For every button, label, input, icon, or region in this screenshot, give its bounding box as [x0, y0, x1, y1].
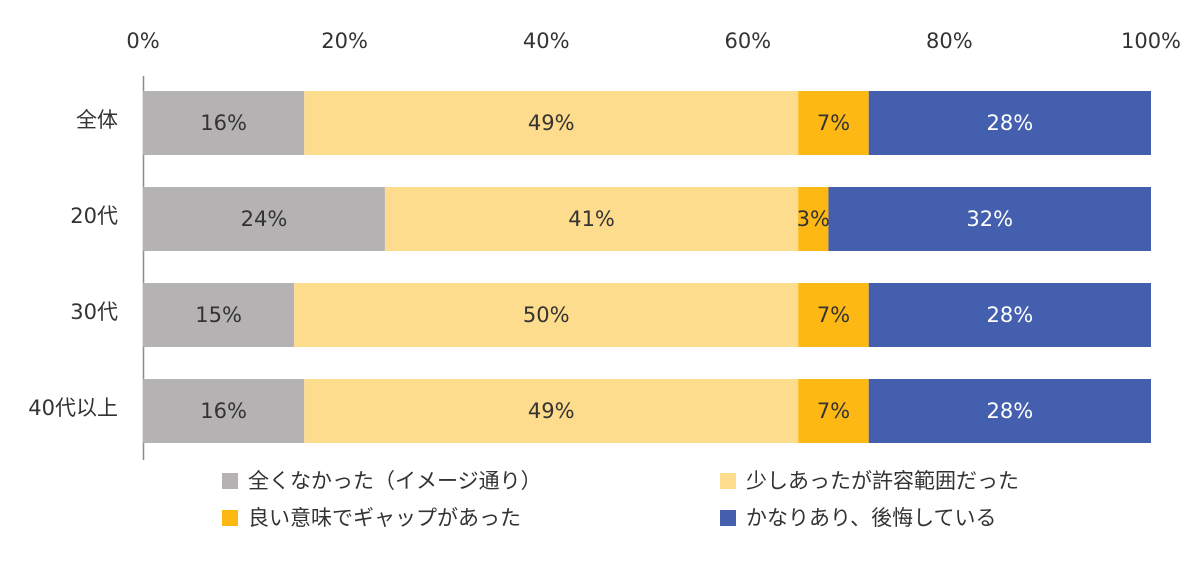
- data-label: 7%: [817, 399, 850, 423]
- data-label: 49%: [528, 399, 575, 423]
- bar-segment: [868, 283, 1151, 347]
- bar-segment: [384, 187, 799, 251]
- bar-segment: [798, 91, 869, 155]
- bar-segment: [828, 187, 1151, 251]
- bar-segment: [304, 379, 799, 443]
- bar-segment: [868, 379, 1151, 443]
- bar-segment: [304, 91, 799, 155]
- bar-row: 16% 49% 7% 28%: [143, 379, 1151, 443]
- legend-swatch: [222, 510, 238, 526]
- data-label: 49%: [528, 111, 575, 135]
- legend-label: 良い意味でギャップがあった: [248, 506, 521, 530]
- data-label: 28%: [987, 303, 1034, 327]
- x-tick-label: 80%: [926, 29, 973, 53]
- legend-item: かなりあり、後悔している: [720, 506, 997, 530]
- data-label: 28%: [987, 111, 1034, 135]
- legend-item: 少しあったが許容範囲だった: [720, 469, 1019, 493]
- legend-swatch: [222, 473, 238, 489]
- legend-item: 全くなかった（イメージ通り）: [222, 469, 542, 493]
- legend-label: 少しあったが許容範囲だった: [746, 469, 1019, 493]
- legend-label: かなりあり、後悔している: [746, 506, 997, 530]
- legend-label: 全くなかった（イメージ通り）: [248, 469, 542, 493]
- bar-segment: [798, 283, 869, 347]
- bar-segment: [798, 379, 869, 443]
- bar-row: 24% 41% 3% 32%: [143, 187, 1151, 251]
- x-tick-label: 20%: [321, 29, 368, 53]
- data-label: 16%: [200, 399, 247, 423]
- data-label: 7%: [817, 303, 850, 327]
- data-label: 3%: [797, 207, 830, 231]
- bars: 16% 49% 7% 28% 24% 41% 3% 32% 15% 50% 7% 28% 16% 49% 7…: [143, 91, 1151, 443]
- x-tick-label: 40%: [523, 29, 570, 53]
- data-label: 24%: [241, 207, 288, 231]
- data-label: 50%: [523, 303, 570, 327]
- bar-row: 16% 49% 7% 28%: [143, 91, 1151, 155]
- category-label: 30代: [70, 300, 118, 324]
- data-label: 32%: [966, 207, 1013, 231]
- x-axis-ticks: 0% 20% 40% 60% 80% 100%: [126, 29, 1181, 53]
- category-label: 40代以上: [28, 396, 118, 420]
- x-tick-label: 0%: [126, 29, 159, 53]
- category-label: 20代: [70, 204, 118, 228]
- bar-segment: [294, 283, 799, 347]
- data-label: 16%: [200, 111, 247, 135]
- data-label: 28%: [987, 399, 1034, 423]
- bar-segment: [143, 91, 305, 155]
- bar-segment: [143, 283, 295, 347]
- data-label: 41%: [568, 207, 615, 231]
- bar-segment: [798, 187, 829, 251]
- legend-swatch: [720, 473, 736, 489]
- data-label: 15%: [195, 303, 242, 327]
- category-labels: 全体 20代 30代 40代以上: [28, 108, 118, 420]
- legend-item: 良い意味でギャップがあった: [222, 506, 521, 530]
- bar-segment: [868, 91, 1151, 155]
- category-label: 全体: [76, 108, 118, 132]
- x-tick-label: 60%: [724, 29, 771, 53]
- bar-segment: [143, 187, 385, 251]
- bar-row: 15% 50% 7% 28%: [143, 283, 1151, 347]
- bar-segment: [143, 379, 305, 443]
- x-tick-label: 100%: [1121, 29, 1181, 53]
- legend: 全くなかった（イメージ通り） 少しあったが許容範囲だった良い意味でギャップがあった…: [222, 469, 1019, 530]
- data-label: 7%: [817, 111, 850, 135]
- legend-swatch: [720, 510, 736, 526]
